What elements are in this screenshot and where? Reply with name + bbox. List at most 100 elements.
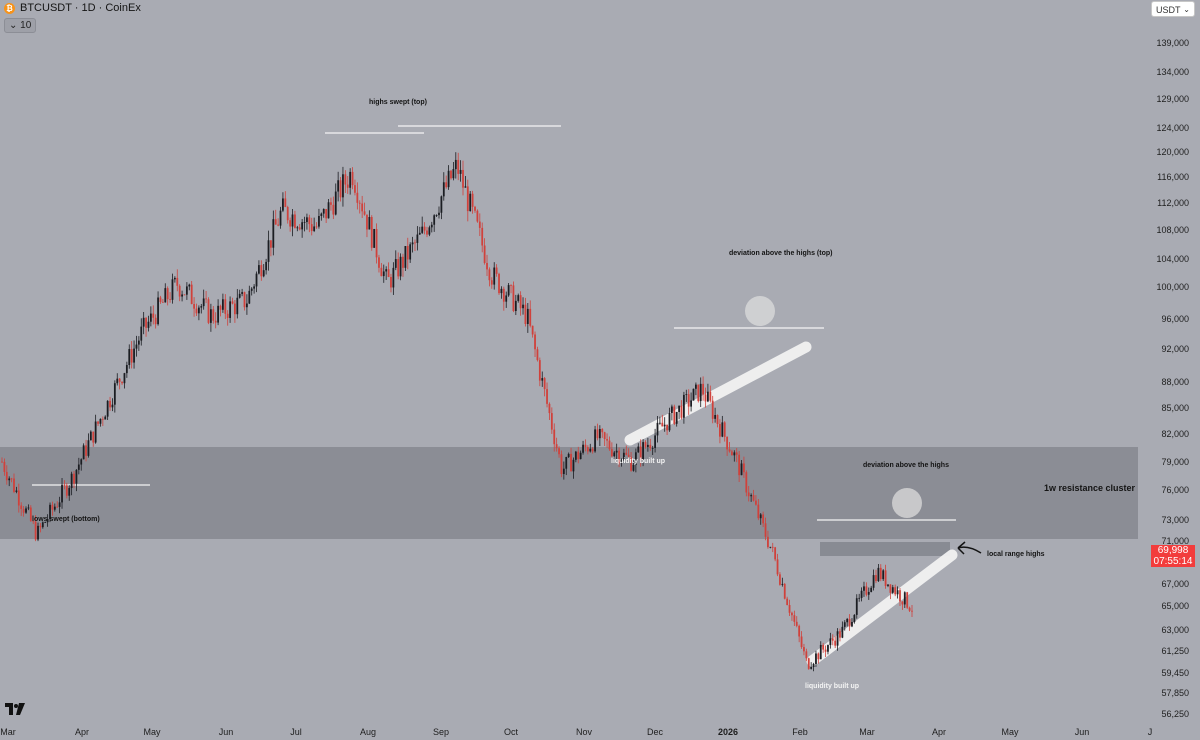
- candle-body: [339, 180, 342, 198]
- deviation-circle-1: [745, 296, 775, 326]
- candle-body: [85, 445, 87, 456]
- price-label: 85,000: [1161, 403, 1189, 413]
- candle-body: [839, 631, 841, 638]
- candle-body: [608, 440, 611, 450]
- symbol-title[interactable]: BTCUSDT · 1D · CoinEx: [20, 2, 141, 14]
- candle-body: [421, 226, 424, 233]
- candle-body: [382, 271, 385, 277]
- candle-body: [142, 317, 145, 327]
- price-label: 56,250: [1161, 709, 1189, 719]
- candle-body: [654, 435, 656, 448]
- candle-body: [3, 461, 6, 472]
- resistance-zone: [0, 447, 1138, 539]
- candle-body: [68, 488, 71, 496]
- candle-body: [613, 452, 616, 457]
- candle-body: [560, 454, 563, 475]
- annotation-deviation-highs: deviation above the highs: [863, 462, 949, 469]
- candle-body: [397, 259, 400, 277]
- candle-body: [534, 334, 536, 350]
- candle-body: [882, 570, 885, 580]
- candle-body: [221, 299, 224, 310]
- candle-body: [399, 256, 402, 277]
- time-label: Apr: [75, 727, 89, 737]
- candle-body: [125, 365, 128, 374]
- price-label: 57,850: [1161, 688, 1189, 698]
- candle-body: [22, 509, 25, 513]
- candle-body: [829, 638, 832, 646]
- arrow-icon: [957, 541, 982, 555]
- candle-body: [356, 192, 359, 203]
- candle-body: [234, 303, 236, 315]
- candle-body: [157, 297, 159, 325]
- candle-body: [130, 349, 133, 363]
- candle-body: [267, 240, 270, 262]
- candle-body: [200, 306, 203, 308]
- candle-body: [270, 240, 272, 248]
- candle-body: [296, 227, 299, 229]
- candle-body: [514, 300, 517, 311]
- candle-body: [735, 452, 738, 455]
- candle-body: [622, 452, 625, 460]
- candle-body: [704, 394, 707, 402]
- candle-body: [197, 307, 200, 314]
- candle-body: [44, 522, 47, 524]
- candle-body: [891, 587, 894, 593]
- candle-body: [632, 464, 635, 471]
- candle-body: [755, 500, 757, 505]
- candle-body: [238, 293, 241, 298]
- candle-body: [531, 325, 534, 335]
- candle-body: [510, 285, 512, 286]
- candle-body: [226, 313, 229, 318]
- candle-body: [207, 299, 210, 323]
- candle-body: [46, 519, 49, 523]
- candle-body: [776, 559, 779, 575]
- candle-body: [598, 429, 601, 439]
- candle-body: [716, 415, 719, 425]
- candle-body: [104, 416, 107, 420]
- local-range-box: [820, 542, 950, 556]
- price-label: 96,000: [1161, 314, 1189, 324]
- candle-body: [303, 222, 306, 223]
- candle-body: [375, 229, 378, 258]
- price-label: 129,000: [1156, 94, 1189, 104]
- candle-body: [762, 514, 765, 524]
- candle-body: [670, 406, 673, 413]
- quote-currency-select[interactable]: USDT ⌄: [1151, 1, 1195, 17]
- candle-body: [486, 262, 488, 270]
- candle-body: [337, 180, 340, 192]
- candle-body: [625, 452, 628, 455]
- candle-body: [87, 440, 90, 456]
- candle-body: [447, 170, 450, 188]
- candle-body: [53, 506, 56, 510]
- candle-body: [133, 348, 135, 363]
- candle-body: [774, 547, 777, 560]
- candle-body: [37, 525, 39, 540]
- annotation-liquidity-2: liquidity built up: [805, 683, 859, 690]
- candle-body: [906, 592, 909, 608]
- candle-body: [75, 469, 78, 484]
- tradingview-logo-icon[interactable]: [5, 703, 25, 715]
- price-label: 73,000: [1161, 515, 1189, 525]
- candle-body: [879, 567, 882, 580]
- candle-body: [306, 217, 308, 223]
- indicator-toggle[interactable]: ⌄ 10: [4, 18, 37, 33]
- candle-body: [253, 286, 256, 289]
- candle-body: [462, 169, 464, 188]
- candle-body: [272, 219, 275, 248]
- candle-body: [370, 217, 373, 248]
- candle-body: [867, 591, 870, 595]
- candle-body: [606, 439, 608, 441]
- candle-body: [166, 288, 169, 300]
- candle-body: [490, 280, 493, 285]
- candle-body: [442, 182, 445, 197]
- candle-body: [678, 405, 680, 412]
- candle-body: [824, 649, 827, 652]
- candle-body: [887, 584, 889, 586]
- candle-body: [344, 174, 347, 185]
- candle-body: [313, 226, 316, 231]
- time-label: Nov: [576, 727, 593, 737]
- candle-body: [827, 645, 829, 652]
- candle-body: [512, 285, 515, 311]
- candle-body: [330, 202, 332, 205]
